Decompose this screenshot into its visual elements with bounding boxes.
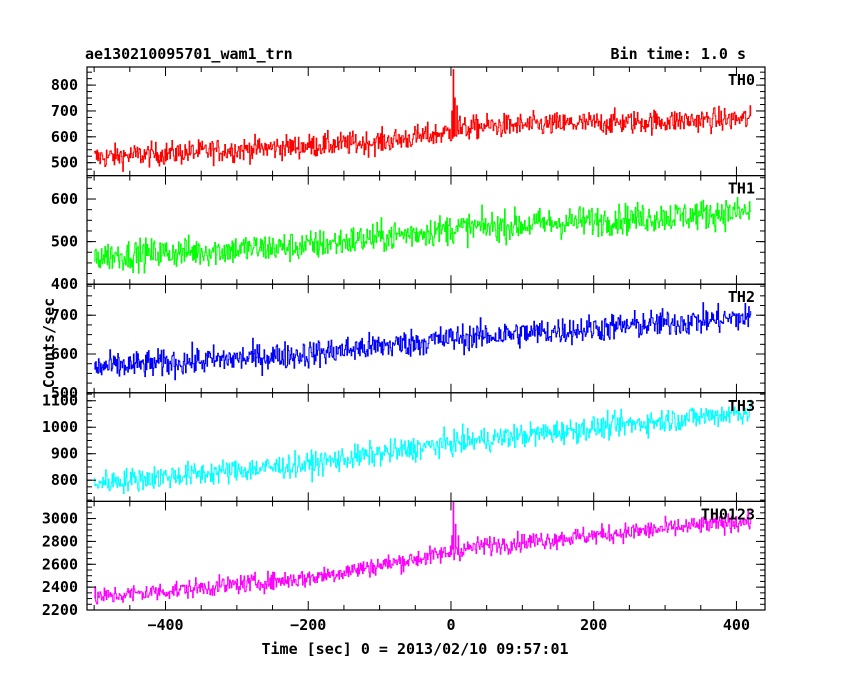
panel-label-th0: TH0 — [728, 71, 755, 89]
y-tick-label-th0123: 2600 — [42, 555, 78, 573]
panel-label-th2: TH2 — [728, 288, 755, 306]
y-tick-label-th1: 600 — [51, 190, 78, 208]
x-tick-label: −200 — [290, 616, 326, 634]
y-tick-label-th0123: 2800 — [42, 532, 78, 550]
y-tick-label-th0123: 2400 — [42, 578, 78, 596]
x-tick-label: 0 — [446, 616, 455, 634]
y-tick-label-th2: 500 — [51, 384, 78, 402]
series-line-th1 — [94, 197, 752, 274]
y-tick-label-th3: 1000 — [42, 418, 78, 436]
y-tick-label-th1: 500 — [51, 233, 78, 251]
y-tick-label-th2: 700 — [51, 306, 78, 324]
y-tick-label-th0123: 3000 — [42, 510, 78, 528]
y-tick-label-th2: 600 — [51, 345, 78, 363]
plot-title: ae130210095701_wam1_trn — [85, 45, 293, 63]
x-axis-label: Time [sec] 0 = 2013/02/10 09:57:01 — [261, 640, 569, 658]
series-line-th0123 — [94, 500, 752, 605]
panel-frame-th0123 — [86, 500, 766, 611]
y-tick-label-th0: 500 — [51, 154, 78, 172]
y-tick-label-th0123: 2200 — [42, 601, 78, 619]
y-tick-label-th0: 600 — [51, 128, 78, 146]
panel-frame-th2 — [86, 283, 766, 394]
y-tick-label-th0: 800 — [51, 76, 78, 94]
x-tick-label: 400 — [723, 616, 750, 634]
y-tick-label-th1: 400 — [51, 275, 78, 293]
bin-time-label: Bin time: 1.0 s — [610, 45, 746, 63]
series-line-th0 — [94, 69, 752, 172]
series-line-th3 — [94, 399, 752, 494]
panel-label-th1: TH1 — [728, 180, 755, 198]
x-tick-label: 200 — [580, 616, 607, 634]
x-tick-label: −400 — [147, 616, 183, 634]
series-line-th2 — [94, 302, 752, 381]
y-tick-label-th3: 1100 — [42, 392, 78, 410]
panel-frame-th1 — [86, 175, 766, 285]
y-axis-label: Counts/sec — [40, 297, 59, 389]
panel-label-th0123: TH0123 — [701, 505, 755, 523]
y-tick-label-th3: 800 — [51, 471, 78, 489]
y-tick-label-th3: 900 — [51, 445, 78, 463]
panel-label-th3: TH3 — [728, 397, 755, 415]
y-tick-label-th0: 700 — [51, 102, 78, 120]
